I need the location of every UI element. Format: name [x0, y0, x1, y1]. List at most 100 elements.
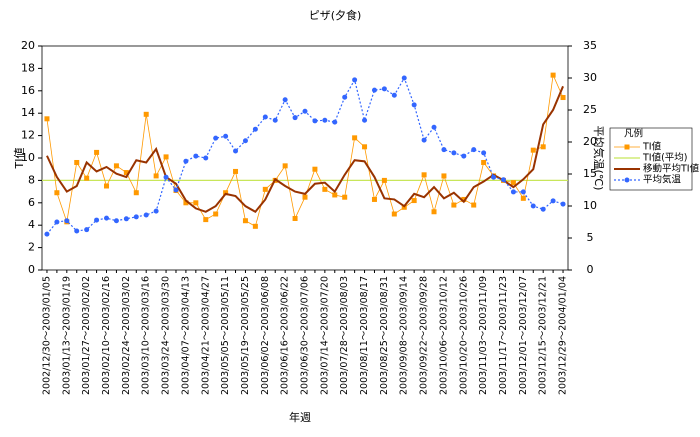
point	[233, 168, 239, 174]
point	[322, 186, 328, 192]
point	[362, 144, 368, 150]
x-tick-label: 2003/07/28～2003/08/03	[339, 276, 350, 395]
point	[104, 215, 110, 221]
y-tick-label: 8	[28, 173, 35, 186]
x-tick-label: 2003/11/17～2003/11/23	[498, 276, 509, 395]
point	[530, 203, 536, 209]
point	[233, 148, 239, 154]
point	[183, 158, 189, 164]
point	[173, 187, 179, 193]
point	[560, 201, 566, 207]
point	[451, 202, 457, 208]
y2-tick-label: 10	[583, 199, 597, 212]
point	[242, 218, 248, 224]
point	[471, 202, 477, 208]
point	[193, 200, 199, 206]
point	[491, 174, 497, 180]
chart-title: ピザ(夕食)	[309, 8, 362, 22]
point	[471, 147, 477, 153]
point	[262, 114, 268, 120]
point	[213, 135, 219, 141]
point	[143, 212, 149, 218]
point	[342, 94, 348, 100]
point	[94, 217, 100, 223]
y2-tick-label: 30	[583, 71, 597, 84]
x-axis-label: 年週	[289, 410, 311, 424]
legend-marker	[624, 144, 630, 150]
point	[123, 170, 129, 176]
point	[371, 196, 377, 202]
x-tick-label: 2003/04/07～2003/04/13	[180, 276, 191, 395]
point	[302, 194, 308, 200]
point	[431, 209, 437, 215]
point	[143, 111, 149, 117]
point	[252, 223, 258, 229]
x-tick-label: 2003/12/01～2003/12/07	[518, 276, 529, 395]
point	[411, 102, 417, 108]
y2-tick-label: 0	[587, 263, 594, 276]
point	[431, 124, 437, 130]
point	[441, 173, 447, 179]
y-tick-label: 12	[21, 129, 35, 142]
legend-label: 移動平均TI値	[643, 163, 700, 175]
point	[461, 153, 467, 159]
point	[520, 195, 526, 201]
point	[540, 144, 546, 150]
point	[272, 117, 278, 123]
point	[441, 147, 447, 153]
legend-label: TI値	[642, 141, 662, 153]
x-tick-label: 2003/05/05～2003/05/11	[220, 276, 231, 395]
point	[560, 95, 566, 101]
y2-tick-label: 5	[587, 231, 594, 244]
x-tick-label: 2002/12/30～2003/01/05	[41, 276, 52, 395]
point	[44, 116, 50, 122]
point	[312, 166, 318, 172]
y-tick-label: 4	[28, 218, 35, 231]
point	[203, 155, 209, 161]
point	[163, 154, 169, 160]
point	[352, 135, 358, 141]
point	[401, 75, 407, 81]
x-tick-label: 2003/12/15～2003/12/21	[538, 276, 549, 395]
x-tick-label: 2003/08/11～2003/08/17	[359, 276, 370, 395]
point	[391, 92, 397, 98]
point	[282, 97, 288, 103]
point	[54, 190, 60, 196]
y2-tick-label: 15	[583, 167, 597, 180]
point	[74, 159, 80, 165]
point	[381, 86, 387, 92]
series-line	[46, 76, 564, 235]
point	[223, 190, 229, 196]
legend-title: 凡例	[624, 128, 643, 140]
point	[242, 138, 248, 144]
point	[481, 150, 487, 156]
point	[391, 211, 397, 217]
point	[550, 198, 556, 204]
point	[282, 163, 288, 169]
x-tick-label: 2003/07/14～2003/07/20	[319, 276, 330, 395]
point	[322, 117, 328, 123]
point	[520, 189, 526, 195]
point	[133, 190, 139, 196]
x-tick-label: 2003/04/21～2003/04/27	[200, 276, 211, 395]
y-tick-label: 6	[28, 196, 35, 209]
x-tick-label: 2003/06/02～2003/06/08	[260, 276, 271, 395]
point	[84, 175, 90, 181]
x-tick-label: 2003/01/27～2003/02/02	[81, 276, 92, 395]
point	[371, 87, 377, 93]
point	[104, 183, 110, 189]
point	[84, 227, 90, 233]
point	[421, 137, 427, 143]
x-tick-label: 2003/01/13～2003/01/19	[61, 276, 72, 395]
point	[123, 216, 129, 222]
x-tick-label: 2003/02/10～2003/02/16	[101, 276, 112, 395]
point	[223, 133, 229, 139]
point	[461, 196, 467, 202]
point	[133, 214, 139, 220]
point	[153, 208, 159, 214]
point	[54, 219, 60, 225]
point	[203, 217, 209, 223]
series-line	[46, 85, 564, 214]
x-tick-label: 2003/09/22～2003/09/28	[419, 276, 430, 395]
